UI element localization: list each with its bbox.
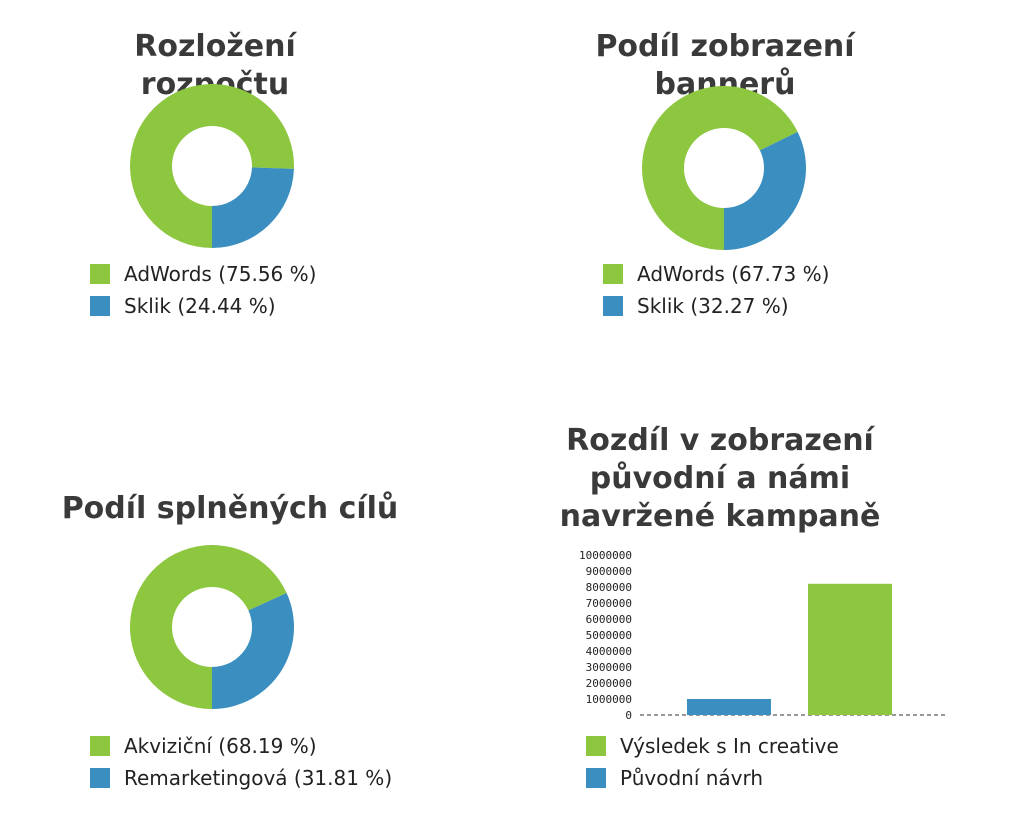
legend-swatch-blue [603,296,623,316]
bar-chart-impressions: 1000000090000008000000700000060000005000… [579,549,945,722]
bar-0 [687,699,771,715]
legend-swatch-green [90,264,110,284]
legend-banners: AdWords (67.73 %) Sklik (32.27 %) [603,258,829,322]
legend-swatch-green [603,264,623,284]
legend-goals: Akviziční (68.19 %) Remarketingová (31.8… [90,730,392,794]
legend-label: Sklik (32.27 %) [637,294,789,318]
legend-label: AdWords (67.73 %) [637,262,830,286]
y-tick-label: 6000000 [586,613,632,626]
donut-slice-1 [212,592,294,709]
legend-impressions: Výsledek s In creative Původní návrh [586,730,839,794]
legend-label: AdWords (75.56 %) [124,262,317,286]
legend-swatch-blue [90,296,110,316]
donut-chart-banners [642,86,806,250]
legend-label: Akviziční (68.19 %) [124,734,317,758]
legend-item: Sklik (24.44 %) [90,290,316,322]
legend-label: Původní návrh [620,766,764,790]
legend-item: Sklik (32.27 %) [603,290,829,322]
bar-1 [808,583,892,715]
donut-slice-0 [130,545,287,709]
legend-swatch-blue [90,768,110,788]
legend-label: Remarketingová (31.81 %) [124,766,393,790]
donut-slice-0 [642,86,798,250]
legend-budget: AdWords (75.56 %) Sklik (24.44 %) [90,258,316,322]
donut-slice-0 [130,84,294,248]
legend-swatch-green [586,736,606,756]
y-tick-label: 0 [625,709,632,722]
y-tick-label: 7000000 [586,597,632,610]
legend-item: AdWords (75.56 %) [90,258,316,290]
y-tick-label: 8000000 [586,581,632,594]
chart-title-impressions: Rozdíl v zobrazení původní a námi navrže… [559,423,881,534]
legend-label: Výsledek s In creative [620,734,839,758]
y-tick-label: 4000000 [586,645,632,658]
legend-item: Výsledek s In creative [586,730,839,762]
legend-swatch-green [90,736,110,756]
donut-slice-1 [212,167,294,248]
legend-label: Sklik (24.44 %) [124,294,276,318]
y-tick-label: 1000000 [586,693,632,706]
legend-item: AdWords (67.73 %) [603,258,829,290]
y-tick-label: 9000000 [586,565,632,578]
donut-chart-budget [130,84,294,248]
donut-slice-1 [724,131,806,250]
y-tick-label: 10000000 [579,549,632,562]
legend-swatch-blue [586,768,606,788]
donut-chart-goals [130,545,294,709]
legend-item: Akviziční (68.19 %) [90,730,392,762]
y-tick-label: 5000000 [586,629,632,642]
legend-item: Remarketingová (31.81 %) [90,762,392,794]
y-tick-label: 3000000 [586,661,632,674]
chart-title-goals: Podíl splněných cílů [61,491,399,526]
y-tick-label: 2000000 [586,677,632,690]
legend-item: Původní návrh [586,762,839,794]
